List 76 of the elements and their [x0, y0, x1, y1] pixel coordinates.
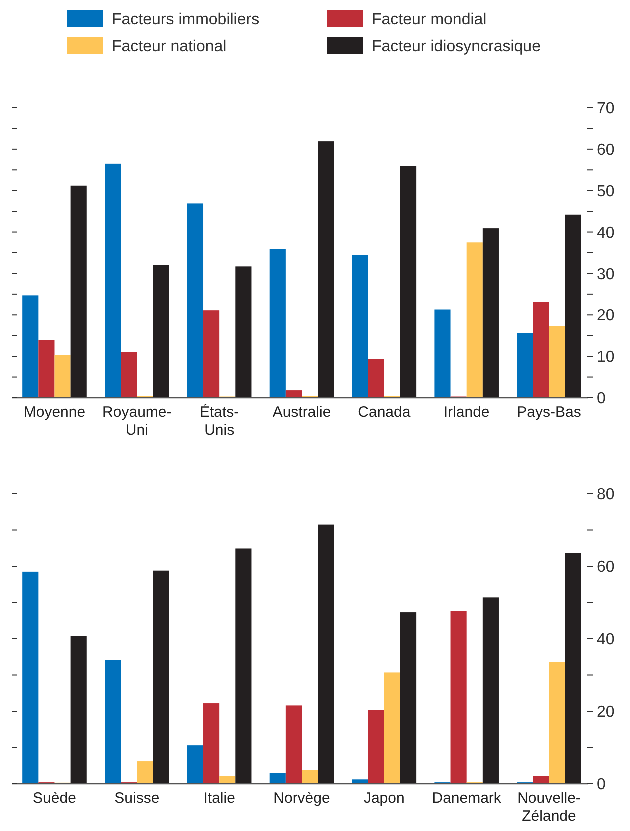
bar: [384, 672, 400, 784]
bar: [187, 204, 204, 398]
bar: [270, 249, 286, 398]
x-tick-label: Royaume-Uni: [102, 404, 172, 439]
x-tick-label: Pays-Bas: [517, 404, 582, 421]
y-tick-label: 40: [597, 632, 615, 649]
bar: [318, 142, 334, 398]
y-tick-label: 0: [597, 390, 606, 408]
legend-label: Facteur national: [112, 38, 227, 56]
bar: [286, 706, 302, 784]
x-tick-label: Italie: [204, 790, 236, 807]
bar: [38, 340, 55, 398]
y-tick-label: 50: [597, 183, 615, 200]
bar: [204, 310, 220, 398]
bar: [450, 611, 467, 784]
bar: [204, 704, 220, 784]
bar: [533, 776, 550, 784]
x-tick-label: Moyenne: [24, 404, 86, 421]
bar: [220, 776, 236, 784]
y-tick-label: 40: [597, 224, 615, 242]
bar: [368, 359, 384, 398]
bar: [549, 662, 566, 784]
bar: [153, 265, 170, 398]
bar: [565, 553, 582, 784]
bar: [318, 524, 334, 784]
x-tick-label: Danemark: [432, 790, 502, 807]
bar: [153, 570, 170, 784]
bar: [482, 598, 499, 784]
legend-label: Facteurs immobiliers: [112, 12, 260, 29]
bar: [302, 770, 318, 784]
y-tick-label: 0: [597, 776, 606, 794]
bar: [22, 572, 39, 784]
y-tick-label: 20: [597, 704, 615, 722]
bar: [70, 636, 87, 784]
bar: [517, 333, 534, 398]
bar: [286, 390, 302, 398]
bar: [187, 746, 204, 784]
x-tick-label: États-Unis: [200, 403, 240, 439]
bar: [368, 710, 384, 784]
legend-label: Facteur mondial: [372, 12, 487, 29]
bar: [105, 660, 122, 784]
bar: [105, 164, 122, 398]
bar: [482, 228, 499, 398]
legend-label: Facteur idiosyncrasique: [372, 38, 542, 56]
y-tick-label: 70: [597, 100, 615, 118]
y-tick-label: 20: [597, 308, 615, 325]
y-tick-label: 60: [597, 142, 615, 160]
x-tick-label: Canada: [358, 404, 412, 421]
y-tick-label: 80: [597, 486, 615, 504]
x-tick-label: Norvège: [274, 790, 330, 807]
x-tick-label: Suisse: [114, 790, 160, 807]
bar: [400, 166, 417, 398]
bar: [352, 780, 368, 784]
x-tick-label: Japon: [364, 790, 405, 807]
x-tick-label: Suède: [33, 790, 76, 807]
bar: [236, 266, 252, 398]
bar: [22, 296, 39, 398]
y-tick-label: 60: [597, 559, 615, 576]
bar: [137, 762, 154, 784]
bar: [466, 242, 483, 398]
bar: [121, 352, 138, 398]
y-tick-label: 30: [597, 266, 615, 284]
bar: [533, 302, 550, 398]
bar: [549, 326, 566, 398]
bar: [270, 773, 286, 784]
y-tick-label: 10: [597, 349, 615, 366]
x-tick-label: Nouvelle-Zélande: [518, 790, 581, 825]
bar: [54, 355, 71, 398]
bar: [434, 310, 451, 398]
x-tick-label: Irlande: [444, 404, 490, 421]
bar: [400, 612, 417, 784]
bar: [565, 214, 582, 398]
bar: [70, 186, 87, 398]
x-tick-label: Australie: [272, 404, 332, 421]
bar: [236, 548, 252, 784]
bar: [352, 255, 368, 398]
